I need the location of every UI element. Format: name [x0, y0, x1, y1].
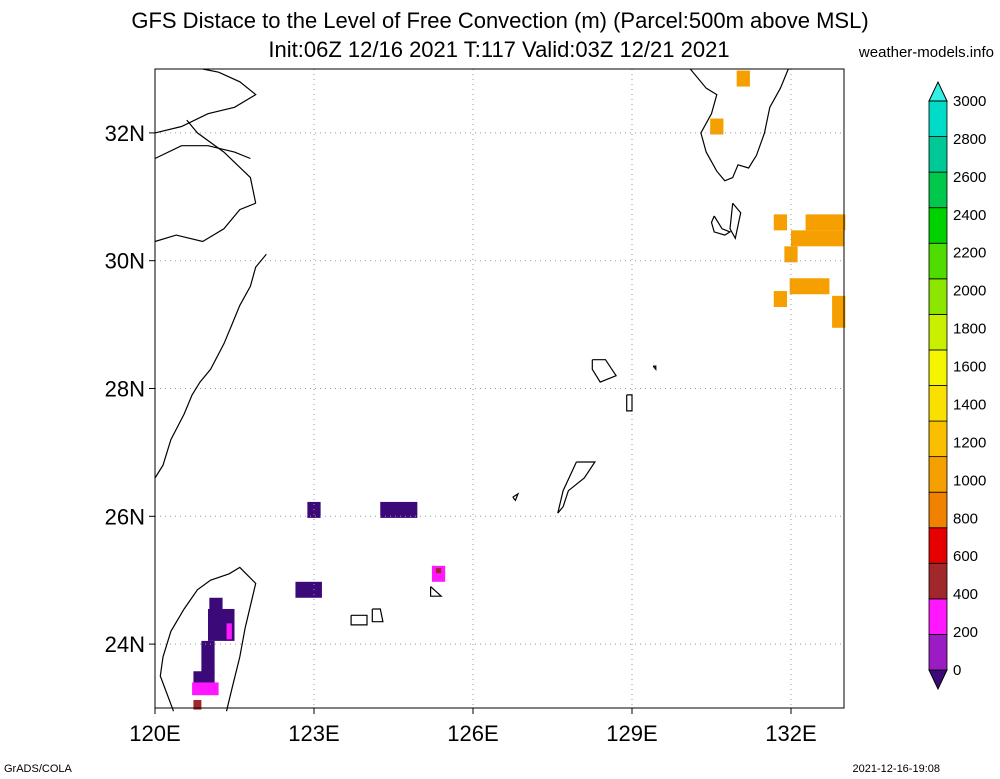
coastline: [512, 492, 520, 502]
field-cell: [192, 682, 219, 696]
field-cell: [710, 118, 724, 135]
field-cell: [773, 291, 788, 308]
colorbar-label: 0: [953, 662, 961, 679]
colorbar-label: 3000: [953, 93, 986, 110]
colorbar-label: 2800: [953, 131, 986, 148]
footer-timestamp: 2021-12-16-19:08: [852, 763, 940, 775]
field-cell: [431, 565, 446, 582]
colorbar-label: 1400: [953, 396, 986, 413]
field-cell: [226, 623, 232, 640]
colorbar-min-arrow: [928, 669, 948, 691]
coastline: [710, 215, 732, 236]
colorbar-block: [928, 313, 948, 351]
colorbar-block: [928, 349, 948, 386]
coastline: [154, 145, 251, 160]
lat-tick-label: 28N: [105, 377, 145, 402]
lon-tick-label: 129E: [606, 721, 657, 746]
lat-tick-label: 32N: [105, 121, 145, 146]
field-cell: [435, 568, 442, 574]
colorbar-block: [928, 207, 948, 244]
coastline: [689, 68, 789, 182]
colorbar-label: 2600: [953, 169, 986, 186]
field-cell: [791, 230, 844, 247]
lat-tick-label: 30N: [105, 249, 145, 274]
lat-tick-label: 26N: [105, 504, 145, 529]
site-credit[interactable]: weather-models.info: [858, 44, 994, 61]
coastline: [154, 68, 257, 134]
field-layer: [192, 70, 846, 710]
coastline: [371, 608, 384, 623]
colorbar-block: [928, 100, 948, 137]
field-cell: [380, 501, 418, 518]
field-cell: [805, 214, 846, 231]
coastline: [626, 394, 633, 412]
colorbar-block: [928, 242, 948, 280]
colorbar-block: [928, 562, 948, 600]
coastline: [729, 202, 742, 240]
coastline: [159, 566, 257, 712]
axis-ticks: 120E 123E 126E 129E 132E 24N 26N 28N 30N 32N: [105, 121, 817, 746]
init-valid-text: Init:06Z 12/16 2021 T:117 Valid:03Z 12/2…: [268, 37, 730, 62]
colorbar-max-arrow: [928, 80, 948, 102]
coastline: [154, 202, 256, 243]
coastline: [430, 586, 443, 597]
lat-tick-label: 24N: [105, 632, 145, 657]
colorbar: 0 200 400 600 800 1000 1200 1400 1600 1800 2000 220…: [928, 80, 986, 691]
colorbar-block: [928, 598, 948, 635]
lon-tick-label: 132E: [765, 721, 816, 746]
field-cell: [193, 700, 202, 710]
colorbar-label: 1600: [953, 359, 986, 376]
colorbar-label: 1000: [953, 472, 986, 489]
colorbar-block: [928, 420, 948, 458]
colorbar-block: [928, 491, 948, 529]
map-title: GFS Distace to the Level of Free Convect…: [131, 8, 869, 33]
coastline: [591, 359, 618, 383]
colorbar-label: 1800: [953, 321, 986, 338]
coastline: [350, 614, 368, 626]
field-cell: [201, 640, 215, 673]
lon-tick-label: 120E: [129, 721, 180, 746]
colorbar-block: [928, 278, 948, 315]
field-cell: [789, 278, 830, 295]
lon-tick-label: 123E: [288, 721, 339, 746]
colorbar-label: 2200: [953, 245, 986, 262]
colorbar-label: 800: [953, 510, 978, 527]
colorbar-label: 2000: [953, 283, 986, 300]
colorbar-block: [928, 171, 948, 209]
graticule: [154, 69, 844, 708]
colorbar-block: [928, 136, 948, 173]
colorbar-block: [928, 634, 948, 671]
colorbar-label: 400: [953, 586, 978, 603]
colorbar-block: [928, 385, 948, 422]
field-cell: [832, 295, 846, 328]
colorbar-block: [928, 527, 948, 564]
coastline: [154, 253, 267, 479]
lon-tick-label: 126E: [447, 721, 498, 746]
colorbar-block: [928, 456, 948, 493]
colorbar-label: 1200: [953, 434, 986, 451]
footer-software: GrADS/COLA: [4, 763, 72, 775]
coastline: [652, 365, 657, 371]
colorbar-label: 600: [953, 548, 978, 565]
field-cell: [773, 214, 788, 231]
colorbar-label: 2400: [953, 207, 986, 224]
field-cell: [736, 70, 750, 87]
colorbar-label: 200: [953, 624, 978, 641]
coastline: [557, 461, 597, 514]
field-cell: [295, 581, 322, 598]
coastline: [186, 119, 257, 204]
coastline-layer: [154, 68, 789, 712]
map-subtitle: Init:06Z 12/16 2021 T:117 Valid:03Z 12/2…: [0, 38, 1000, 62]
